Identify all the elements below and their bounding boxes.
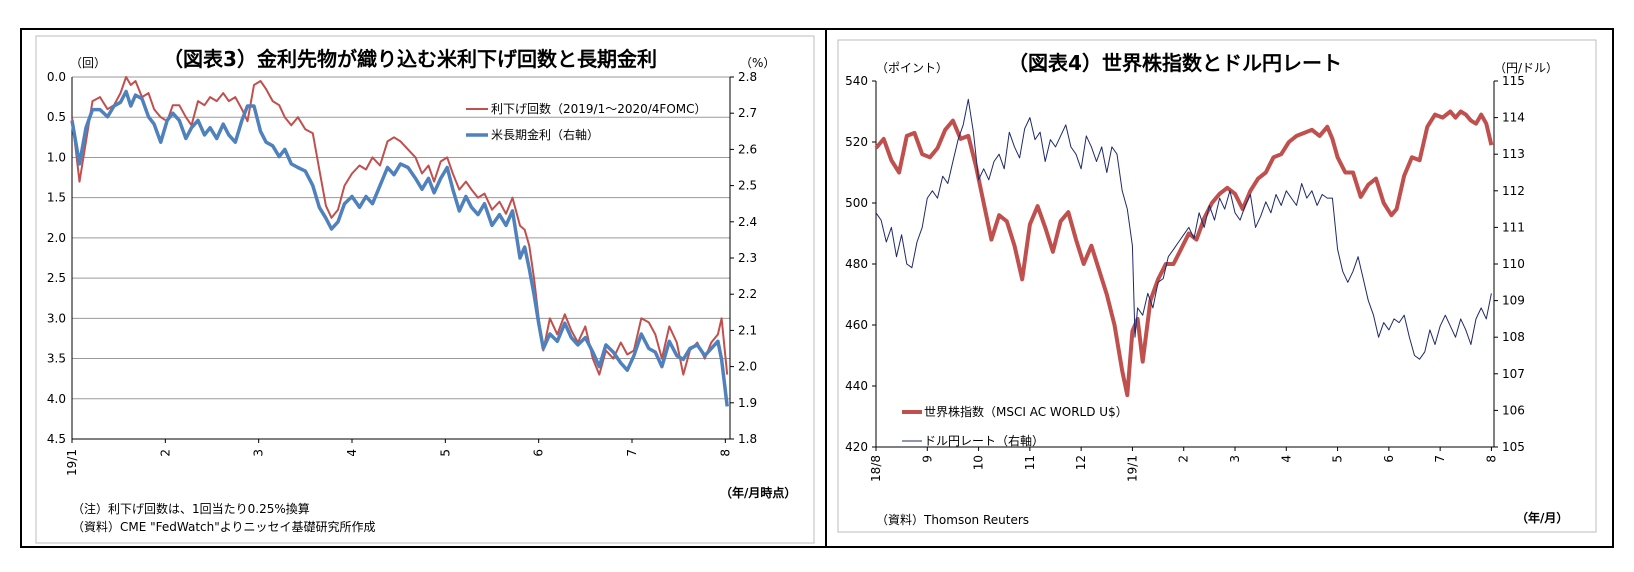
chart2-left-tick-label: 460 <box>845 318 868 332</box>
chart2-left-tick-label: 540 <box>845 74 868 88</box>
chart1-x-tick-label: 7 <box>625 449 639 457</box>
figure-frame <box>20 28 1614 548</box>
chart1-series-us-long-rate <box>70 89 729 407</box>
chart1-x-tick-label: 4 <box>345 449 359 457</box>
chart1-note: （注）利下げ回数は、1回当たり0.25%換算 <box>72 501 310 516</box>
chart2-x-tick-label: 12 <box>1074 455 1088 470</box>
chart2-left-tick-label: 500 <box>845 196 868 210</box>
chart1-right-tick-label: 2.4 <box>738 215 757 229</box>
chart2-right-tick-label: 109 <box>1502 294 1525 308</box>
chart1-gridlines <box>72 76 730 440</box>
chart2-legend-label: ドル円レート（右軸） <box>924 433 1044 448</box>
chart1-left-axis-label: （回） <box>70 56 106 70</box>
chart1-right-tick-label: 2.2 <box>738 287 757 301</box>
chart2-series-usdjpy <box>875 98 1492 360</box>
chart1-right-tick-label: 1.9 <box>738 396 757 410</box>
chart1-right-tick-label: 2.7 <box>738 106 757 120</box>
chart2-right-tick-label: 111 <box>1502 220 1525 234</box>
chart2-x-tick-label: 8 <box>1484 455 1498 463</box>
chart2-x-axis-label: （年/月） <box>1516 510 1568 525</box>
chart1-legend-label: 米長期金利（右軸） <box>491 127 599 142</box>
chart2-right-tick-label: 114 <box>1502 111 1525 125</box>
chart1-legend-label: 利下げ回数（2019/1～2020/4FOMC） <box>491 101 707 116</box>
chart1-right-tick-label: 2.3 <box>738 251 757 265</box>
chart2-right-tick-label: 105 <box>1502 440 1525 454</box>
chart1-x-tick-label: 3 <box>252 449 266 457</box>
chart1-left-tick-label: 4.5 <box>47 432 66 446</box>
chart2-left-tick-label: 520 <box>845 135 868 149</box>
chart2-x-tick-label: 3 <box>1228 455 1242 463</box>
chart1-left-tick-label: 3.0 <box>47 311 66 325</box>
chart2-x-tick-label: 11 <box>1023 455 1037 470</box>
chart1-left-tick-label: 3.5 <box>47 352 66 366</box>
chart1-right-tick-label: 2.0 <box>738 360 757 374</box>
chart1-x-tick-label: 6 <box>532 449 546 457</box>
chart2-right-tick-label: 106 <box>1502 403 1525 417</box>
chart1-x-tick-label: 2 <box>158 449 172 457</box>
chart2-series-world-stocks <box>874 109 1494 398</box>
chart1-x-tick-label: 8 <box>718 449 732 457</box>
chart2-right-tick-label: 113 <box>1502 147 1525 161</box>
chart1-left-tick-label: 2.5 <box>47 271 66 285</box>
chart1-left-tick-label: 1.5 <box>47 191 66 205</box>
chart2-right-tick-label: 110 <box>1502 257 1525 271</box>
chart1-axes: 0.0 0.5 1.0 1.5 2.0 2.5 3.0 3.5 4.0 4.5 2.8 2.7 2.6 2… <box>47 70 757 476</box>
chart2-left-tick-label: 440 <box>845 379 868 393</box>
chart2-x-tick-label: 10 <box>972 455 986 470</box>
chart2-x-tick-label: 6 <box>1382 455 1396 463</box>
chart1-right-axis-label: （%） <box>740 56 775 70</box>
chart2-x-tick-label: 2 <box>1177 455 1191 463</box>
chart2-right-tick-label: 112 <box>1502 184 1525 198</box>
panel-divider <box>825 28 827 548</box>
chart2-x-tick-label: 5 <box>1331 455 1345 463</box>
chart2-axes: 5405205004804604404201151141131121111101… <box>845 74 1525 482</box>
chart2-legend-label: 世界株指数（MSCI AC WORLD U$） <box>924 404 1128 419</box>
chart1-right-tick-label: 2.5 <box>738 179 757 193</box>
chart2-right-tick-label: 108 <box>1502 330 1525 344</box>
chart1-title: （図表3）金利先物が織り込む米利下げ回数と長期金利 <box>163 47 657 71</box>
chart1-right-tick-label: 2.6 <box>738 142 757 156</box>
chart1-legend: 利下げ回数（2019/1～2020/4FOMC） 米長期金利（右軸） <box>466 101 707 142</box>
chart1-right-tick-label: 1.8 <box>738 432 757 446</box>
chart1-x-tick-label: 5 <box>438 449 452 457</box>
chart2-x-tick-label: 9 <box>920 455 934 463</box>
chart1-left-tick-label: 0.0 <box>47 70 66 84</box>
chart1-left-tick-label: 0.5 <box>47 110 66 124</box>
chart1-x-axis-label: （年/月時点） <box>720 485 796 500</box>
chart2-right-tick-label: 115 <box>1502 74 1525 88</box>
chart2-right-axis-label: （円/ドル） <box>1494 61 1558 75</box>
chart1-left-tick-label: 1.0 <box>47 150 66 164</box>
chart2-left-tick-label: 420 <box>845 440 868 454</box>
chart2-x-tick-label: 19/1 <box>1125 455 1139 482</box>
chart2-right-tick-label: 107 <box>1502 367 1525 381</box>
chart2-source: （資料）Thomson Reuters <box>876 513 1029 527</box>
chart2-plot-border <box>837 39 1597 533</box>
chart1-right-tick-label: 2.8 <box>738 70 757 84</box>
chart2-title: （図表4）世界株指数とドル円レート <box>1008 51 1342 75</box>
chart1-series-lines <box>70 76 729 407</box>
chart1-x-tick-label: 19/1 <box>65 449 79 476</box>
chart2-left-tick-label: 480 <box>845 257 868 271</box>
chart2-left-axis-label: （ポイント） <box>876 61 948 75</box>
chart2-x-tick-label: 4 <box>1279 455 1293 463</box>
chart2-series-lines <box>874 98 1494 398</box>
chart1-source: （資料）CME "FedWatch"よりニッセイ基礎研究所作成 <box>72 519 376 534</box>
chart2-x-tick-label: 18/8 <box>869 455 883 482</box>
chart1-right-tick-label: 2.1 <box>738 323 757 337</box>
chart2-legend: 世界株指数（MSCI AC WORLD U$） ドル円レート（右軸） <box>902 404 1128 448</box>
chart1-left-tick-label: 4.0 <box>47 392 66 406</box>
chart1-plot-border <box>35 35 815 544</box>
chart2-x-tick-label: 7 <box>1433 455 1447 463</box>
chart1-left-tick-label: 2.0 <box>47 231 66 245</box>
